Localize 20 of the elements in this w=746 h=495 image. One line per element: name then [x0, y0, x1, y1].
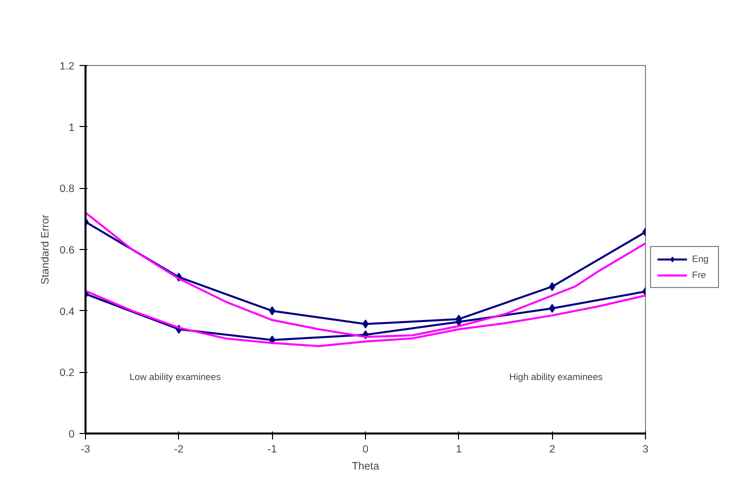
- y-tick-label: 0.4: [60, 306, 75, 318]
- y-tick-label: 0.8: [60, 183, 75, 196]
- x-tick-label: -3: [80, 444, 90, 456]
- y-axis-title: Standard Error: [40, 214, 52, 284]
- y-tick-label: 0.2: [60, 367, 75, 380]
- x-tick-label: -2: [174, 444, 184, 456]
- x-tick-label: 3: [642, 444, 649, 456]
- x-tick-label: 0: [362, 444, 369, 456]
- legend-label: Eng: [692, 253, 710, 265]
- y-tick-label: 1.2: [60, 60, 75, 72]
- legend-label: Fre: [692, 269, 707, 281]
- x-tick-label: 2: [549, 444, 556, 456]
- annotation: Low ability examinees: [129, 372, 222, 382]
- y-tick-label: 0.6: [60, 244, 75, 256]
- y-tick-label: 0: [68, 428, 75, 440]
- x-tick-label: 1: [456, 444, 462, 456]
- annotation: High ability examinees: [509, 372, 603, 382]
- y-tick-label: 1: [68, 122, 75, 134]
- x-tick-label: -1: [267, 444, 277, 456]
- x-axis-title: Theta: [352, 460, 380, 472]
